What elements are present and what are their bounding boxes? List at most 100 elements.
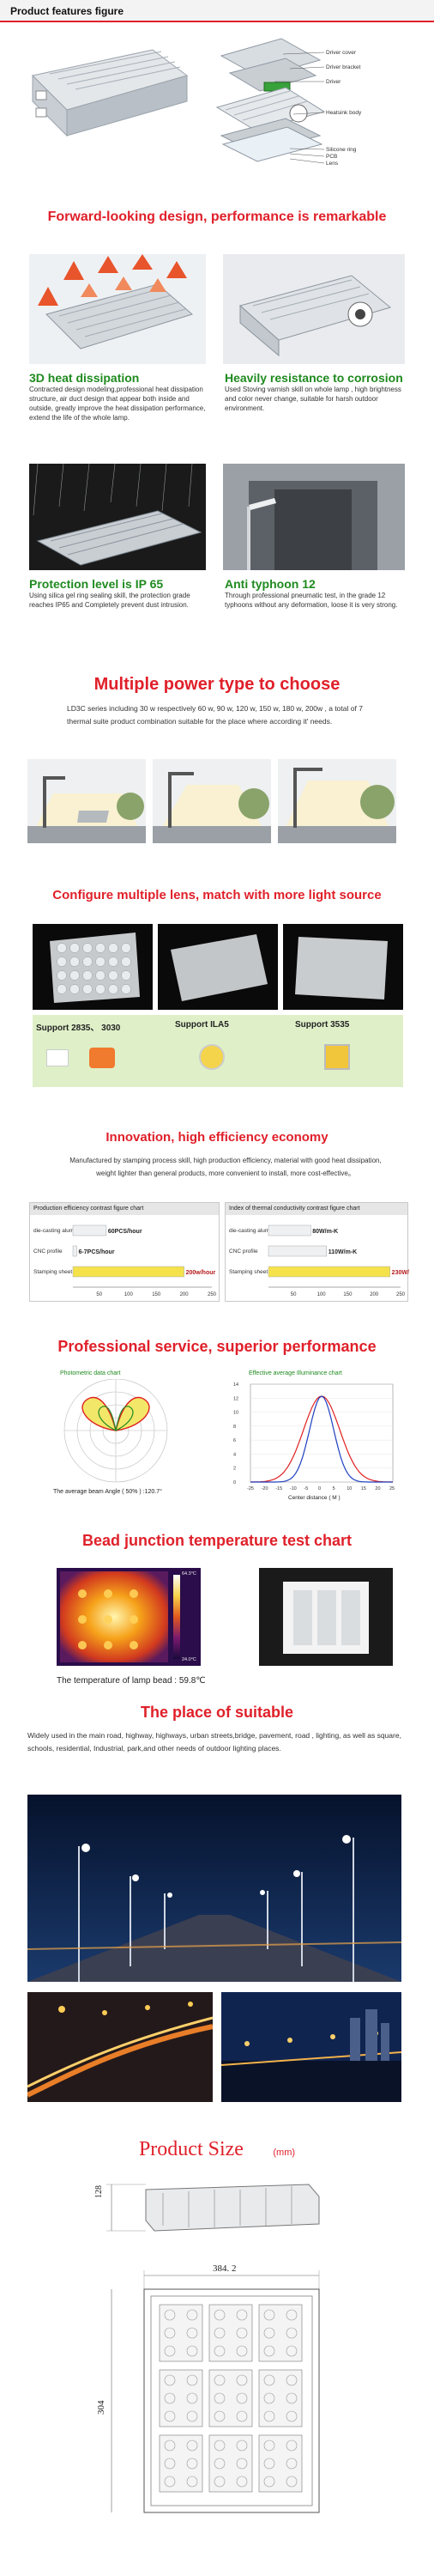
lens-photo-2 [158,924,278,1010]
leader-lines [274,52,325,164]
lens-circle [286,2410,298,2422]
section-title-design: Forward-looking design, performance is r… [47,210,387,224]
thermal-bar [268,1224,311,1236]
feature-3-text: Using silica gel ring sealing skill, the… [29,592,190,609]
production-tick: 150 [152,1292,161,1297]
lens-circle [236,2392,248,2404]
power-text: LD3C series including 30 w respectively … [67,704,363,726]
thermal-tick: 200 [370,1292,379,1297]
illuminance-y-tick: 14 [233,1382,238,1388]
illuminance-x-tick: 5 [333,1486,335,1492]
lens-circle [263,2439,275,2451]
production-row-label: CNC profile [33,1249,63,1255]
lens-dome [95,970,105,981]
lens-circle [286,2458,298,2470]
exploded-labels: Driver cover Driver bracket Driver Heats… [326,50,429,179]
lens-dome [108,943,118,953]
side-view-drawing: 128 [94,2172,335,2250]
section-title-power: Multiple power type to choose [93,675,341,694]
support-2-label: Support ILA5 [175,1020,229,1030]
temp-scale-top: 64.3°C [182,1571,196,1577]
lens-circle [214,2439,226,2451]
place-text: Widely used in the main road, highway, h… [27,1731,401,1753]
feature-4-title: Anti typhoon 12 [225,577,316,591]
thermal-tick: 50 [291,1292,297,1297]
lens-circle [236,2327,248,2339]
junction-caption: The temperature of lamp bead : 59.8℃ [57,1676,206,1686]
thermal-row-label: die-casting aluminum [229,1228,281,1234]
lens-dome [69,943,80,953]
production-bars: die-casting aluminum 60PCS/hour CNC profil… [33,1224,217,1297]
lens-circle [214,2345,226,2357]
lens-circle [164,2458,176,2470]
thermal-bar [268,1266,390,1278]
thermal-bar [268,1245,328,1257]
illuminance-y-tick: 6 [233,1438,236,1443]
illuminance-y-tick: 0 [233,1480,236,1485]
economy-text: Manufactured by stamping process skill, … [69,1157,382,1177]
illuminance-y-tick: 12 [233,1396,238,1401]
thermal-tick: 250 [396,1292,406,1297]
section-title-junction: Bead junction temperature test chart [81,1532,353,1549]
top-view-drawing: 384. 2 304 [94,2263,335,2521]
lens-circle [236,2309,248,2321]
lens-circle [164,2410,176,2422]
lens-module [208,2369,253,2427]
lens-circle [263,2345,275,2357]
production-tick: 100 [124,1292,134,1297]
thermal-bar-value: 110W/m-K [329,1249,357,1255]
section-title-economy: Innovation, high efficiency economy [105,1130,329,1145]
lens-circle [263,2392,275,2404]
production-chart: Production efficiency contrast figure ch… [29,1202,220,1302]
street-illustration-1 [27,759,146,843]
lens-circle [186,2410,198,2422]
led-chip-icon [46,1049,69,1066]
feature-3-title: Protection level is IP 65 [29,577,164,591]
label-lens: Lens [326,161,339,167]
illuminance-xlabel: Center distance ( M ) [288,1495,341,1501]
lens-dome [108,984,118,994]
support-1: Support 2835、 3030 [33,1015,153,1087]
lens-module [208,2304,253,2362]
lens-circle [164,2439,176,2451]
illuminance-chart: Effective average Illuminance chart 14 12… [230,1370,401,1508]
street-illustration-3 [278,759,396,843]
illuminance-x-tick: -20 [262,1486,268,1492]
label-pcb: PCB [326,154,338,160]
thermal-bar-value: 80W/m-K [312,1229,338,1235]
lens-circle [286,2374,298,2386]
temp-scale-bar [173,1575,180,1659]
lens-module [159,2434,203,2493]
lens-circle [286,2309,298,2321]
production-bar [72,1245,77,1257]
lens-dome [121,957,131,967]
lens-circle [263,2410,275,2422]
lens-circle [164,2392,176,2404]
lens-dome [57,970,67,981]
lens-circle [263,2458,275,2470]
lens-circle [214,2309,226,2321]
lens-circle [186,2392,198,2404]
lens-circle [286,2327,298,2339]
lens-dome [121,984,131,994]
illuminance-y-tick: 4 [233,1452,236,1457]
lens-dome [95,984,105,994]
lens-dome [82,970,93,981]
bridge-photo [221,1992,401,2102]
section-title-lens: Configure multiple lens, match with more… [52,888,382,902]
lens-circle [186,2309,198,2321]
lens-circle [286,2392,298,2404]
illuminance-y-tick: 10 [233,1411,238,1416]
photometric-caption: The average beam Angle ( 50% ) :120.7° [53,1489,162,1495]
thermal-chart-title: Index of thermal conductivity contrast f… [226,1203,407,1215]
lens-circle [236,2410,248,2422]
lens-circle [236,2458,248,2470]
production-bar-value: 200w/hour [186,1270,216,1276]
section-title-place: The place of suitable [140,1704,294,1721]
thermal-row-label: CNC profile [229,1249,258,1255]
lens-circle [214,2327,226,2339]
feature-4-text: Through professional pneumatic test, in … [225,592,398,609]
lens-circle [186,2476,198,2488]
support-3-label: Support 3535 [295,1020,350,1030]
illuminance-x-tick: -5 [304,1486,308,1492]
